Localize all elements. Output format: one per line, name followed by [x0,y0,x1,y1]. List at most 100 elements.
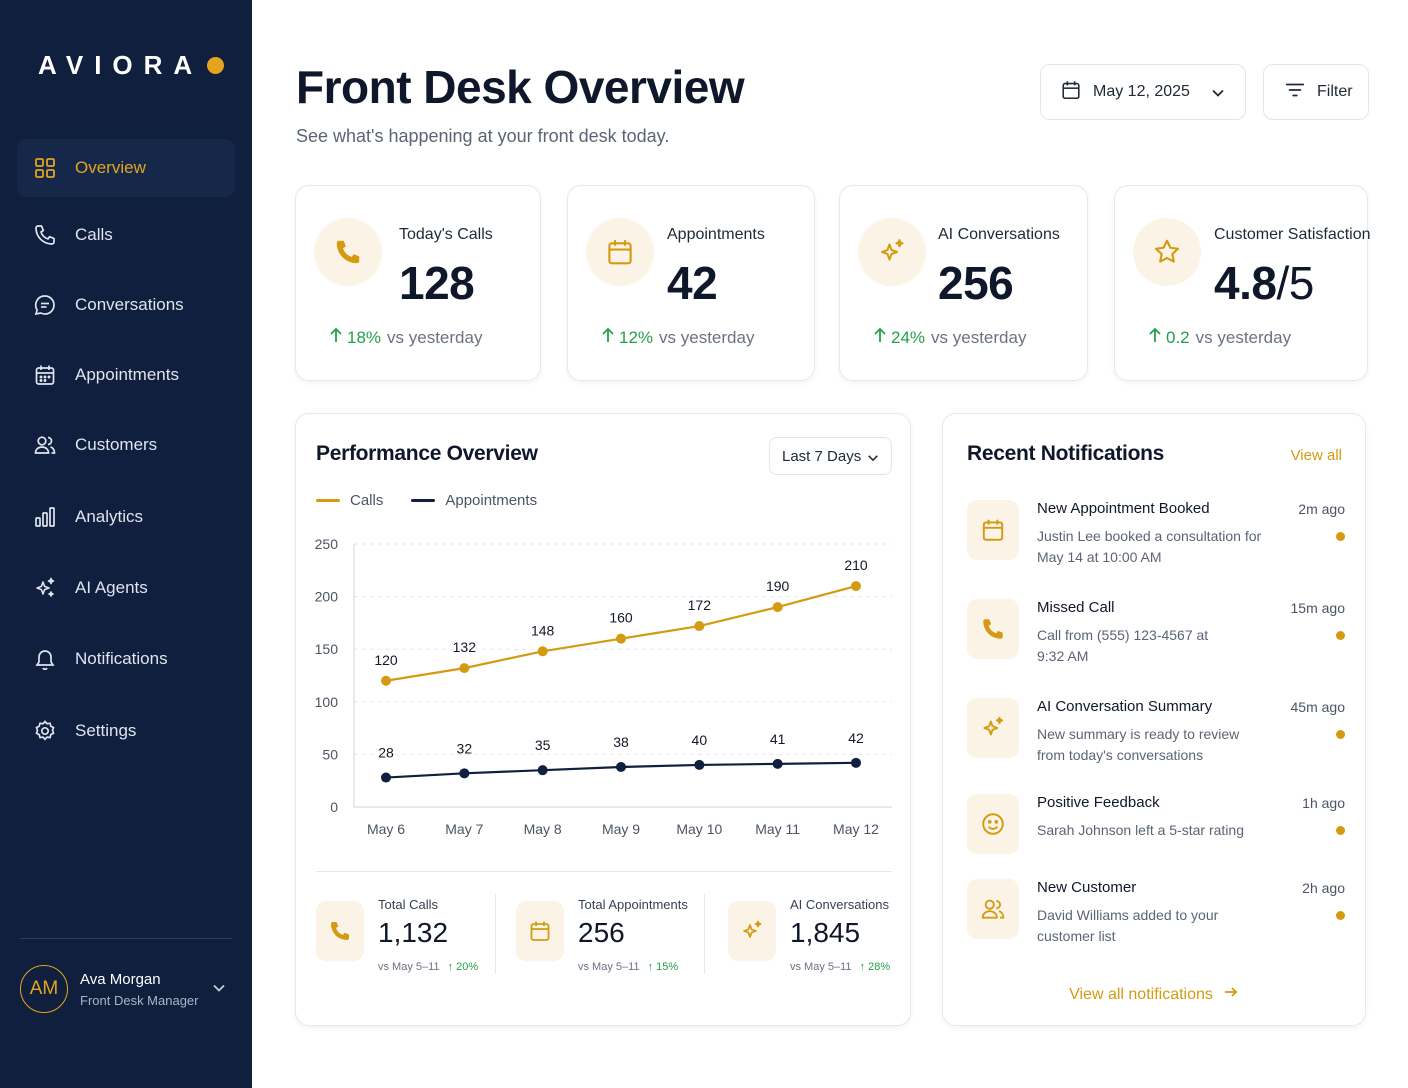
filter-button[interactable]: Filter [1263,64,1369,120]
arrow-up-icon [1148,327,1162,348]
y-tick-label: 200 [315,589,339,605]
range-select-value: Last 7 Days [782,447,862,465]
view-all-notifications-link[interactable]: View all notifications [943,984,1365,1005]
sparkle-icon [967,698,1019,758]
arrow-right-icon [1223,984,1239,1005]
kpi-value: 4.8/5 [1214,257,1314,309]
legend-swatch-calls [316,499,340,502]
calendar-icon [32,362,58,388]
sparkle-icon [858,218,926,286]
kpi-card-calls[interactable]: Today's Calls 128 18% vs yesterday [295,185,541,381]
arrow-up-icon [873,327,887,348]
data-label: 210 [844,557,868,573]
summary-separator [704,894,705,974]
kpi-label: Appointments [667,226,765,243]
notification-title: Missed Call [1037,599,1115,616]
data-point [381,675,391,686]
phone-icon [316,901,364,961]
kpi-card-appointments[interactable]: Appointments 42 12% vs yesterday [567,185,815,381]
data-point [537,765,548,776]
brand-logo[interactable]: AVIORA [38,50,225,81]
kpi-label: AI Conversations [938,226,1060,243]
data-point [851,757,861,768]
user-profile[interactable]: AM Ava Morgan Front Desk Manager [20,965,232,1013]
summary-value: 1,845 [790,917,861,948]
range-select[interactable]: Last 7 Days [769,437,892,475]
calendar-icon [586,218,654,286]
notifications-title: Recent Notifications [967,442,1165,465]
data-label: 41 [770,731,786,747]
notification-desc: New summary is ready to review from toda… [1037,726,1240,763]
sidebar-item-label: Overview [75,158,146,177]
summary-value: 1,132 [378,917,449,948]
legend-label: Appointments [445,492,538,509]
summary-compare: vs May 5–11 ↑ 15% [578,961,679,973]
y-tick-label: 50 [322,746,338,762]
filter-button-label: Filter [1317,83,1353,100]
data-point [772,758,783,769]
kpi-card-satisfaction[interactable]: Customer Satisfaction 4.8/5 0.2 vs yester… [1114,185,1371,381]
brand-name: AVIORA [38,50,204,80]
data-point [459,768,470,779]
summary-label: Total Calls [378,897,438,912]
users-icon [967,879,1019,939]
kpi-trend: 0.2 vs yesterday [1148,327,1291,348]
notification-desc: Call from (555) 123-4567 at 9:32 AM [1037,627,1209,664]
series-line-calls [385,585,857,682]
sidebar-item-notifications[interactable]: Notifications [17,630,235,688]
summary-separator [495,894,496,974]
notification-desc: David Williams added to your customer li… [1037,907,1219,944]
data-label: 148 [531,622,555,638]
y-tick-label: 250 [315,536,339,552]
sidebar-item-conversations[interactable]: Conversations [17,276,235,334]
smile-icon [967,794,1019,854]
sidebar-item-calls[interactable]: Calls [17,206,235,264]
performance-chart: 0 50 100 150 200 250 May 6 May 7 May 8 May 9 May 1… [315,536,892,837]
date-picker[interactable]: May 12, 2025 [1040,64,1246,120]
sidebar-item-analytics[interactable]: Analytics [17,488,235,546]
sidebar-divider [20,938,232,939]
sidebar-item-overview[interactable]: Overview [17,139,235,197]
chevron-down-icon[interactable] [212,981,226,1000]
x-tick-label: May 12 [833,821,879,837]
kpi-card-ai-conversations[interactable]: AI Conversations 256 24% vs yesterday [839,185,1088,381]
chevron-down-icon [1211,86,1225,105]
notification-desc: Sarah Johnson left a 5-star rating [1037,822,1245,838]
notification-title: New Appointment Booked [1037,500,1210,517]
performance-divider [316,871,892,872]
page-title: Front Desk Overview [296,61,745,113]
y-tick-label: 0 [330,799,338,815]
legend-swatch-appointments [411,499,436,502]
sidebar-item-label: Settings [75,721,137,740]
phone-icon [967,599,1019,659]
kpi-value: 256 [938,257,1014,309]
bar-chart-icon [32,504,58,530]
sidebar-item-customers[interactable]: Customers [17,416,235,474]
data-label: 35 [535,737,551,753]
chevron-down-icon [867,451,879,468]
y-tick-label: 150 [315,641,339,657]
user-role: Front Desk Manager [80,992,199,1008]
x-tick-label: May 6 [367,821,405,837]
sidebar-item-label: Notifications [75,649,168,668]
brand-dot-icon [207,57,225,74]
kpi-trend: 24% vs yesterday [873,327,1026,348]
view-all-link[interactable]: View all [1290,447,1342,464]
sidebar-item-label: Analytics [75,507,144,526]
data-label: 40 [692,732,708,748]
sidebar-item-ai-agents[interactable]: AI Agents [17,559,235,617]
unread-dot [1336,631,1345,640]
sidebar-item-appointments[interactable]: Appointments [17,346,235,404]
kpi-value: 42 [667,257,718,309]
notification-time: 2m ago [1298,501,1345,517]
sidebar-item-label: AI Agents [75,578,148,597]
avatar: AM [20,965,68,1013]
data-label: 32 [457,740,473,756]
data-point [616,762,626,773]
sidebar-item-settings[interactable]: Settings [17,702,235,760]
page-subtitle: See what's happening at your front desk … [296,126,670,146]
legend-label: Calls [350,492,384,509]
unread-dot [1336,911,1345,920]
kpi-value: 128 [399,257,475,309]
gear-icon [32,718,58,744]
